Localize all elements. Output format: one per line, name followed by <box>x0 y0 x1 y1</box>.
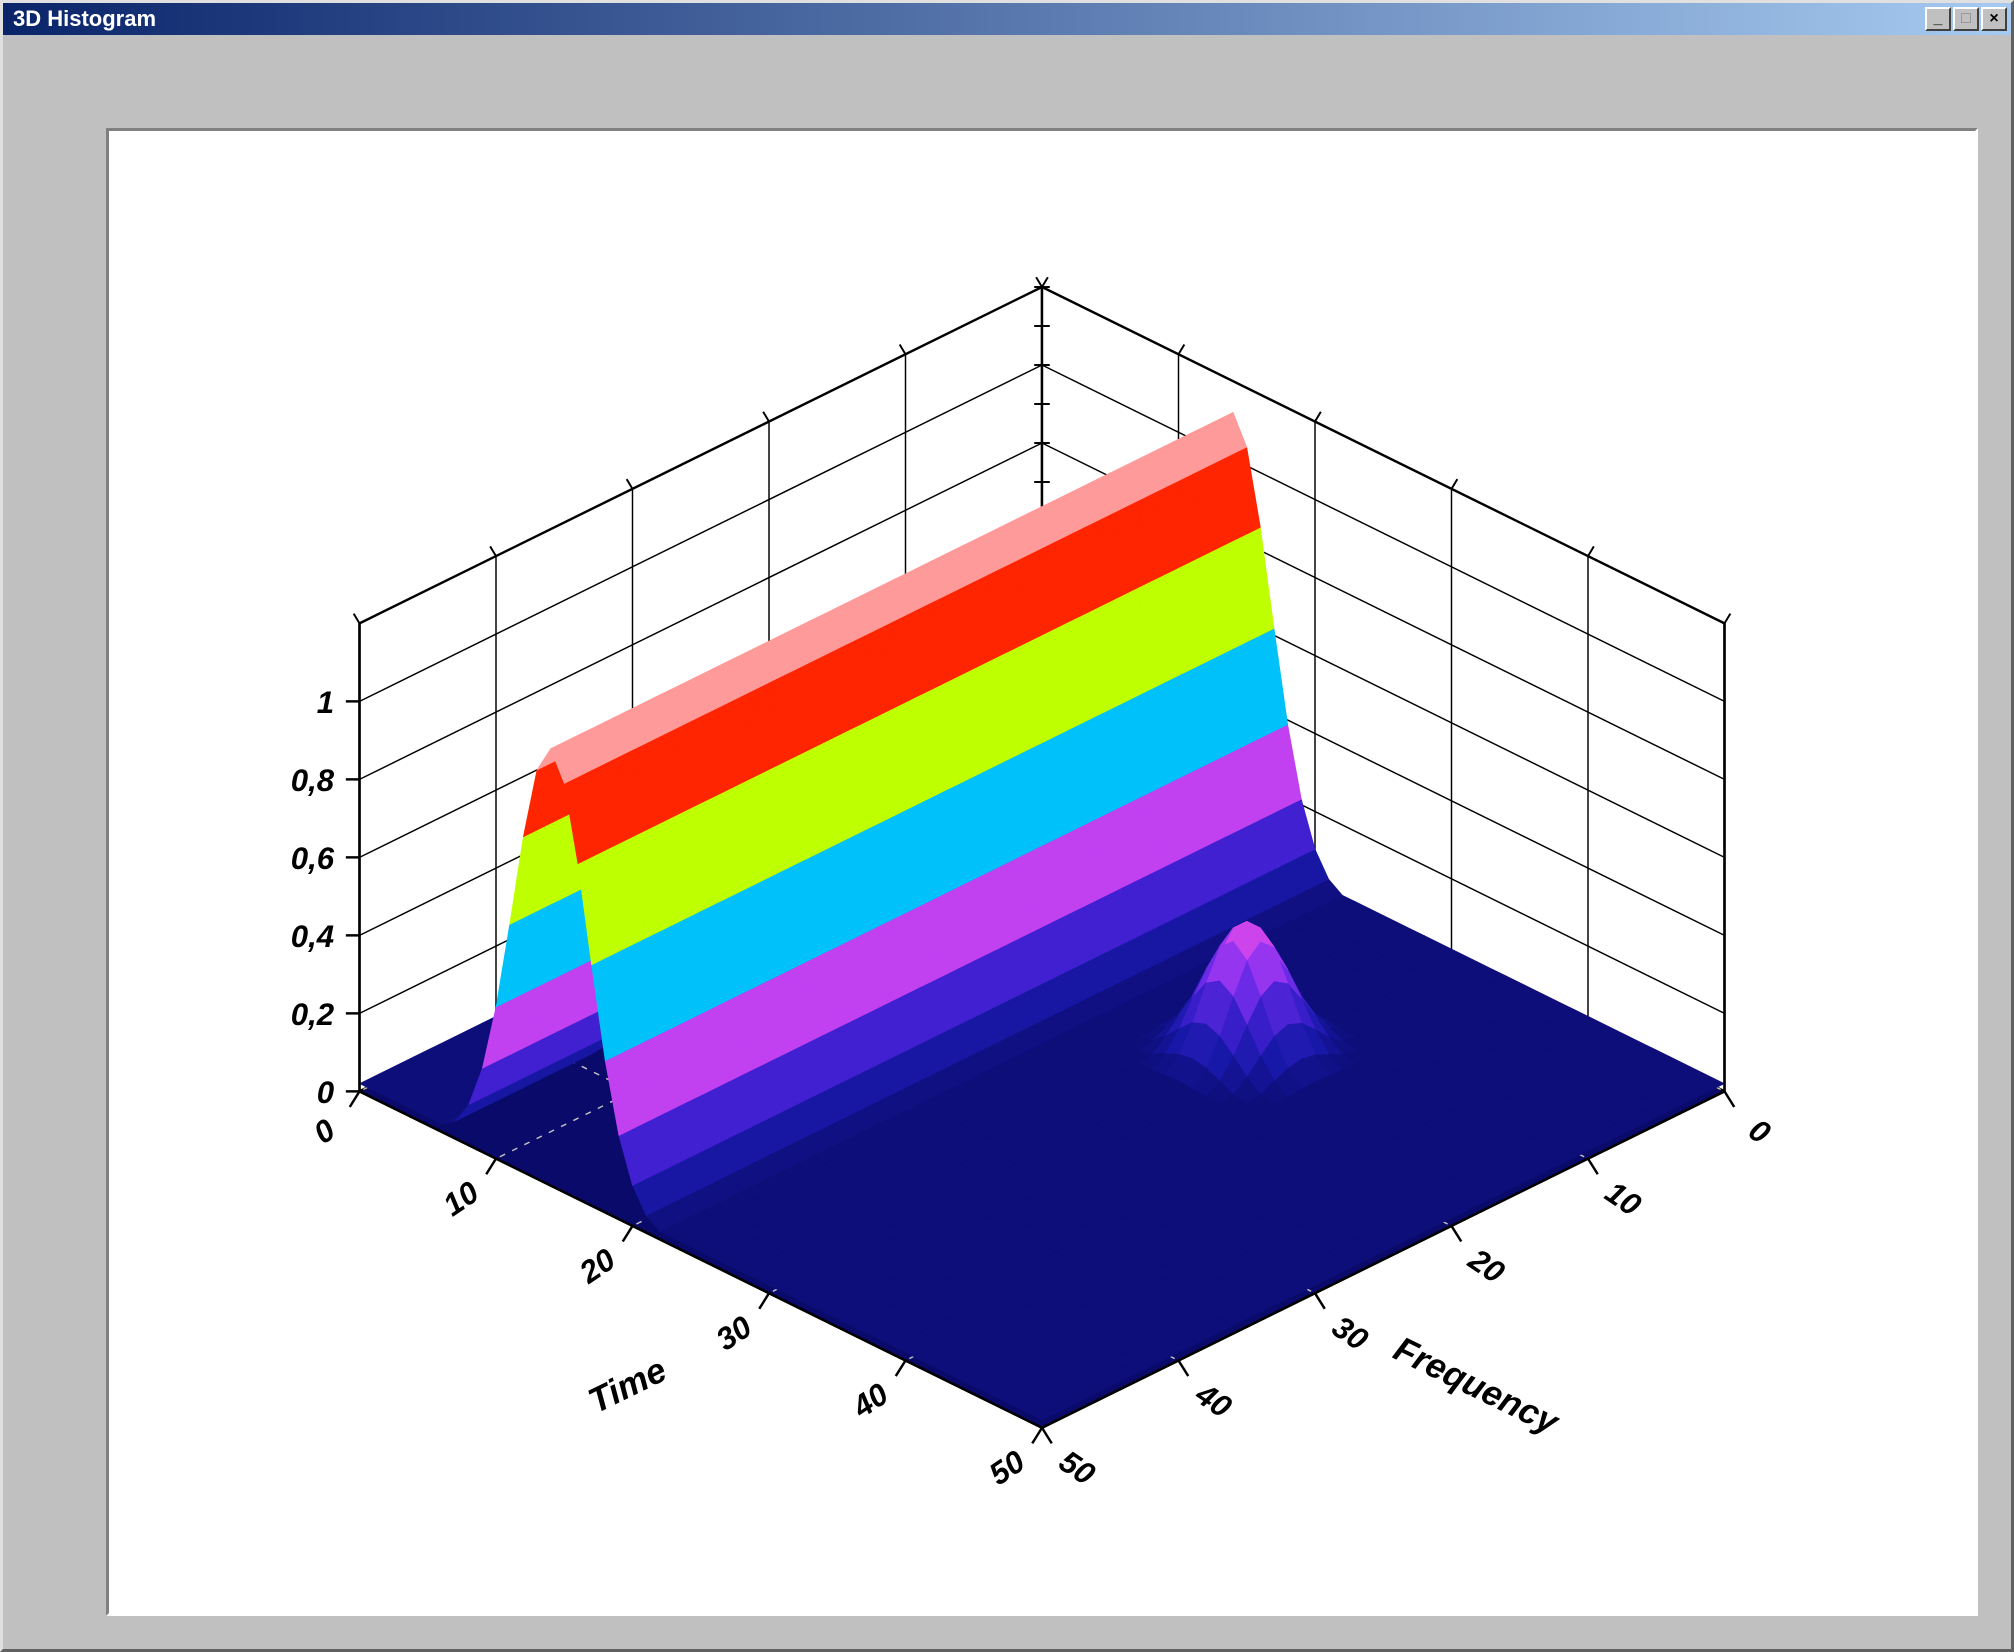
svg-text:30: 30 <box>710 1309 759 1358</box>
svg-text:0,2: 0,2 <box>291 997 335 1032</box>
minimize-button[interactable]: _ <box>1925 7 1951 31</box>
svg-text:0: 0 <box>317 1075 335 1110</box>
3d-histogram-chart: 00,20,40,60,810102030405001020304050Time… <box>109 131 1975 1613</box>
svg-text:50: 50 <box>1053 1444 1102 1493</box>
svg-text:0,6: 0,6 <box>291 841 335 876</box>
svg-text:Frequency: Frequency <box>1388 1329 1566 1443</box>
maximize-button: □ <box>1953 7 1979 31</box>
svg-text:20: 20 <box>1462 1241 1512 1290</box>
titlebar[interactable]: 3D Histogram _ □ × <box>3 3 2011 35</box>
svg-text:0: 0 <box>1743 1112 1777 1151</box>
window-frame: 3D Histogram _ □ × 00,20,40,60,810102030… <box>0 0 2014 1652</box>
svg-text:10: 10 <box>437 1174 486 1223</box>
svg-text:0,8: 0,8 <box>291 763 335 798</box>
chart-panel: 00,20,40,60,810102030405001020304050Time… <box>106 128 1978 1616</box>
svg-text:30: 30 <box>1326 1309 1375 1358</box>
close-button[interactable]: × <box>1981 7 2007 31</box>
svg-text:50: 50 <box>983 1443 1032 1492</box>
svg-text:40: 40 <box>845 1376 895 1425</box>
svg-text:0,4: 0,4 <box>291 919 334 954</box>
svg-text:40: 40 <box>1189 1376 1239 1425</box>
svg-text:1: 1 <box>317 685 334 720</box>
window-buttons: _ □ × <box>1925 7 2007 31</box>
svg-text:0: 0 <box>307 1112 341 1151</box>
client-area: 00,20,40,60,810102030405001020304050Time… <box>6 38 2008 1646</box>
window-title: 3D Histogram <box>7 6 1925 32</box>
svg-text:10: 10 <box>1599 1174 1648 1223</box>
svg-text:Time: Time <box>582 1350 672 1421</box>
svg-text:20: 20 <box>572 1241 622 1290</box>
